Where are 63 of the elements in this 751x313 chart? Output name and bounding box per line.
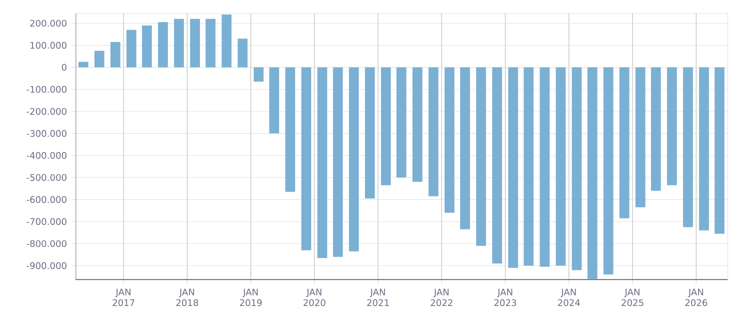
- bar: [396, 67, 406, 178]
- y-tick-label: -200.000: [26, 108, 66, 115]
- bar: [222, 14, 232, 68]
- bar: [460, 67, 470, 230]
- x-tick-label: JAN 2026: [685, 288, 708, 306]
- x-tick-label: JAN 2023: [494, 288, 516, 306]
- bar: [476, 67, 486, 246]
- bar: [158, 22, 168, 68]
- bar: [603, 67, 614, 274]
- bar: [301, 67, 312, 250]
- bar: [126, 30, 136, 68]
- bar: [572, 67, 582, 270]
- bar: [667, 67, 677, 186]
- bar: [699, 67, 709, 230]
- bar: [635, 67, 646, 208]
- bar: [254, 67, 264, 82]
- bar: [556, 67, 566, 266]
- bar: [142, 25, 152, 68]
- bar: [714, 67, 724, 234]
- bar: [619, 67, 630, 218]
- bar: [650, 67, 661, 191]
- y-tick-label: 0: [62, 64, 66, 71]
- bar: [190, 18, 200, 68]
- bar: [683, 67, 693, 228]
- bar: [364, 67, 375, 198]
- bar: [110, 42, 120, 68]
- y-tick-label: -700.000: [26, 218, 66, 226]
- y-tick-label: -800.000: [26, 240, 66, 248]
- x-tick-label: JAN 2017: [112, 288, 134, 306]
- y-tick-label: -600.000: [26, 196, 66, 203]
- bar: [94, 50, 104, 68]
- bar: [524, 67, 534, 266]
- bar: [380, 67, 391, 186]
- x-tick-label: JAN 2019: [240, 288, 262, 306]
- bar: [78, 62, 88, 68]
- bar: [587, 67, 598, 279]
- bar: [348, 67, 359, 252]
- bar: [317, 67, 328, 258]
- x-tick-label: JAN 2025: [622, 288, 644, 306]
- y-tick-label: -100.000: [26, 86, 66, 93]
- y-tick-label: -900.000: [26, 262, 66, 270]
- y-tick-label: 200.000: [30, 20, 66, 27]
- x-tick-label: JAN 2018: [176, 288, 198, 306]
- bar: [332, 67, 343, 257]
- bar: [238, 38, 248, 68]
- bar: [269, 67, 280, 134]
- y-tick-label: -500.000: [26, 174, 66, 181]
- bar: [508, 67, 518, 268]
- bar: [206, 18, 216, 68]
- y-tick-label: 100.000: [30, 42, 66, 49]
- bar: [492, 67, 502, 264]
- y-tick-label: -300.000: [26, 130, 66, 137]
- x-tick-label: JAN 2021: [367, 288, 389, 306]
- bar: [540, 67, 550, 267]
- y-tick-label: -400.000: [26, 152, 66, 159]
- bar: [444, 67, 454, 213]
- x-tick-label: JAN 2020: [304, 288, 326, 306]
- bar: [412, 67, 422, 182]
- x-tick-label: JAN 2022: [430, 288, 452, 306]
- bar: [285, 67, 296, 192]
- bar: [428, 67, 438, 196]
- bar: [174, 18, 184, 68]
- x-tick-label: JAN 2024: [558, 288, 580, 306]
